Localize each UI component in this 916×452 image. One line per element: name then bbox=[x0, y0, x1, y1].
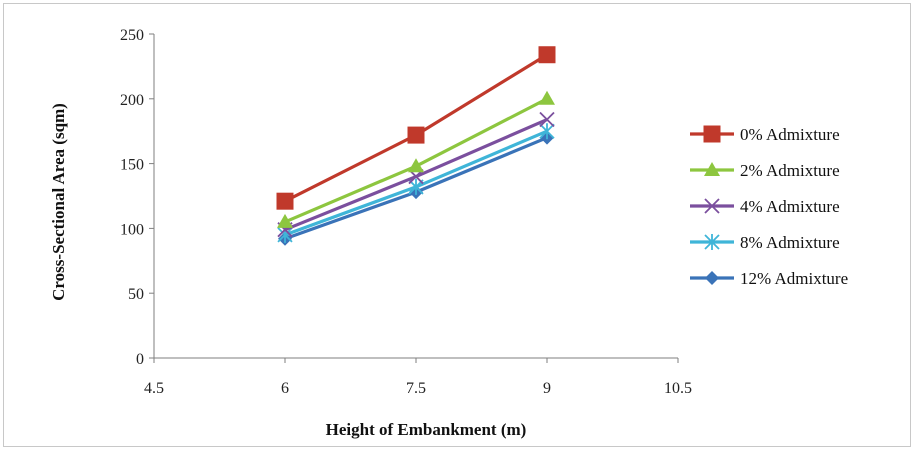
series-1 bbox=[276, 46, 556, 210]
y-tick-label: 0 bbox=[136, 351, 144, 368]
x-tick-label: 4.5 bbox=[144, 380, 164, 397]
data-point bbox=[407, 126, 425, 144]
series-2 bbox=[277, 90, 555, 228]
legend-label: 12% Admixture bbox=[740, 269, 848, 288]
data-point bbox=[539, 123, 555, 140]
y-ticks: 0 50 100 150 200 250 bbox=[120, 27, 154, 368]
x-tick-label: 9 bbox=[543, 380, 551, 397]
y-axis-title: Cross-Sectional Area (sqm) bbox=[49, 103, 68, 301]
legend-marker bbox=[704, 234, 720, 250]
x-axis-title: Height of Embankment (m) bbox=[326, 420, 527, 439]
legend: 0% Admixture 2% Admixture 4% Admixture 8% A… bbox=[690, 125, 848, 288]
data-point bbox=[277, 213, 293, 228]
x-tick-label: 7.5 bbox=[406, 380, 426, 397]
series-layer bbox=[276, 46, 556, 246]
legend-label: 2% Admixture bbox=[740, 161, 840, 180]
y-tick-label: 200 bbox=[120, 92, 144, 109]
x-tick-label: 10.5 bbox=[664, 380, 692, 397]
legend-marker bbox=[703, 125, 721, 143]
y-tick-label: 250 bbox=[120, 27, 144, 44]
legend-marker bbox=[705, 271, 719, 285]
series-4 bbox=[277, 123, 555, 243]
line-chart: 0 50 100 150 200 250 4.5 6 7.5 9 10.5 Height of E… bbox=[49, 27, 848, 439]
y-tick-label: 100 bbox=[120, 221, 144, 238]
data-point bbox=[538, 46, 556, 64]
legend-marker bbox=[704, 162, 720, 176]
data-point bbox=[276, 192, 294, 210]
legend-label: 8% Admixture bbox=[740, 233, 840, 252]
y-tick-label: 50 bbox=[128, 286, 144, 303]
legend-label: 4% Admixture bbox=[740, 197, 840, 216]
legend-label: 0% Admixture bbox=[740, 125, 840, 144]
legend-marker bbox=[704, 198, 720, 214]
chart-frame: 0 50 100 150 200 250 4.5 6 7.5 9 10.5 Height of E… bbox=[3, 3, 911, 447]
legend-item: 12% Admixture bbox=[690, 269, 848, 288]
legend-item: 2% Admixture bbox=[690, 161, 840, 180]
data-point bbox=[539, 111, 555, 128]
x-tick-label: 6 bbox=[281, 380, 289, 397]
data-point bbox=[539, 90, 555, 105]
data-point bbox=[408, 158, 424, 173]
legend-item: 8% Admixture bbox=[690, 233, 840, 252]
legend-item: 4% Admixture bbox=[690, 197, 840, 216]
legend-item: 0% Admixture bbox=[690, 125, 840, 144]
y-tick-label: 150 bbox=[120, 157, 144, 174]
x-ticks: 4.5 6 7.5 9 10.5 bbox=[144, 358, 692, 397]
